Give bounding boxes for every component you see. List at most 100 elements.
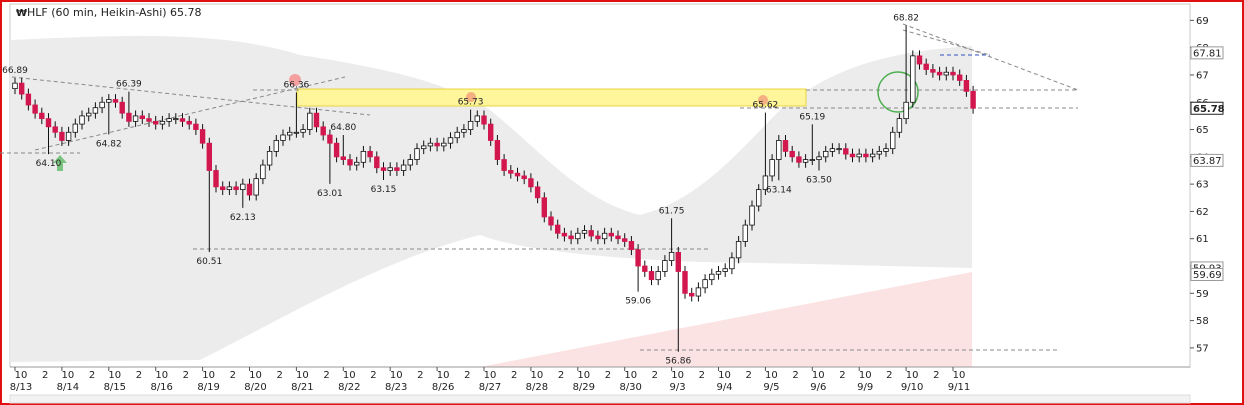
candle-body [327, 134, 333, 144]
chart-title: HLF (60 min, Heikin-Ashi) 65.78 [27, 6, 202, 19]
candle-body [441, 142, 447, 147]
candle-body [923, 63, 929, 70]
candle-body [816, 156, 822, 160]
candle-body [615, 235, 621, 240]
candle-body [186, 120, 192, 125]
session-label: 2 [42, 370, 48, 381]
candle-body [756, 189, 762, 207]
candle-body [836, 148, 842, 151]
price-annotation: 68.82 [893, 13, 919, 23]
session-label: 2 [417, 370, 423, 381]
session-label: 10 [859, 370, 872, 381]
session-label: 10 [624, 370, 637, 381]
candle-body [950, 71, 956, 76]
price-annotation: 56.86 [665, 357, 691, 367]
band [10, 35, 972, 363]
icon: ₩ [16, 8, 27, 19]
candle-body [72, 123, 78, 133]
candle-body [39, 112, 45, 120]
candle-body [823, 150, 829, 158]
candle-body [360, 150, 367, 163]
marker-dot [758, 95, 768, 105]
session-label: 2 [839, 370, 845, 381]
candle-body [916, 55, 923, 65]
session-label: 2 [933, 370, 939, 381]
session-label: 2 [558, 370, 564, 381]
candle-body [86, 112, 92, 117]
x-tick-label: 9/3 [670, 382, 686, 393]
scrollbar[interactable] [9, 394, 1191, 404]
price-annotation: 65.62 [753, 101, 779, 111]
x-tick-label: 8/27 [479, 382, 501, 393]
candle-body [353, 161, 360, 166]
candle-body [601, 232, 608, 240]
candle-body [682, 271, 688, 294]
candle-body [876, 150, 882, 155]
price-annotation: 63.01 [317, 189, 343, 199]
price-marker-box [1190, 267, 1224, 281]
y-tick-label: 65 [1196, 125, 1209, 136]
price-marker-box [1190, 46, 1224, 60]
candle-body [541, 197, 547, 218]
candle-body [233, 186, 239, 190]
candle-body [447, 137, 454, 144]
session-label: 10 [718, 370, 731, 381]
candle-body [400, 164, 407, 171]
x-tick-label: 8/13 [10, 382, 32, 393]
session-label: 10 [15, 370, 28, 381]
x-tick-label: 8/19 [197, 382, 219, 393]
y-tick-label: 62 [1196, 207, 1209, 218]
candle-body [769, 159, 775, 177]
candle-body [307, 112, 313, 130]
candle-body [514, 172, 521, 177]
candle-body [762, 175, 769, 190]
session-label: 2 [511, 370, 517, 381]
candle-body [695, 287, 702, 297]
x-tick-label: 8/23 [385, 382, 407, 393]
session-label: 2 [370, 370, 376, 381]
candle-body [199, 129, 206, 144]
resistance-zone [296, 88, 807, 107]
candle-body [387, 167, 393, 171]
candle-body [179, 118, 186, 122]
candle-body [642, 265, 648, 272]
price-annotation: 64.82 [96, 139, 122, 149]
candle-body [286, 131, 293, 136]
session-label: 2 [699, 370, 705, 381]
candle-body [320, 126, 326, 136]
session-label: 10 [484, 370, 497, 381]
marker-dot [466, 92, 476, 102]
session-label: 2 [464, 370, 470, 381]
price-marker-label: 67.81 [1193, 48, 1222, 59]
candle-body [487, 123, 494, 141]
candle-body [735, 241, 742, 259]
candle-body [106, 99, 112, 103]
session-label: 10 [296, 370, 309, 381]
candle-body [829, 148, 836, 152]
candle-body [662, 260, 668, 272]
price-annotation: 62.13 [230, 213, 256, 223]
price-annotation: 61.75 [659, 206, 685, 216]
session-label: 2 [886, 370, 892, 381]
candle-body [333, 142, 340, 158]
session-label: 2 [183, 370, 189, 381]
candle-body [883, 148, 889, 152]
price-annotation: 65.19 [799, 112, 825, 122]
candle-body [655, 271, 661, 281]
session-label: 2 [792, 370, 798, 381]
price-annotation: 59.06 [625, 297, 651, 307]
candle-body [528, 178, 534, 188]
candle-body [776, 140, 782, 160]
session-label: 2 [605, 370, 611, 381]
candle-body [461, 129, 467, 133]
candle-body [32, 104, 38, 114]
candle-body [628, 241, 635, 251]
candle-body [45, 118, 52, 128]
candle-body [159, 120, 166, 125]
candle-body [467, 120, 474, 130]
candle-body [957, 74, 963, 81]
candle-body [555, 224, 561, 234]
session-label: 10 [437, 370, 450, 381]
candle-body [280, 134, 286, 141]
